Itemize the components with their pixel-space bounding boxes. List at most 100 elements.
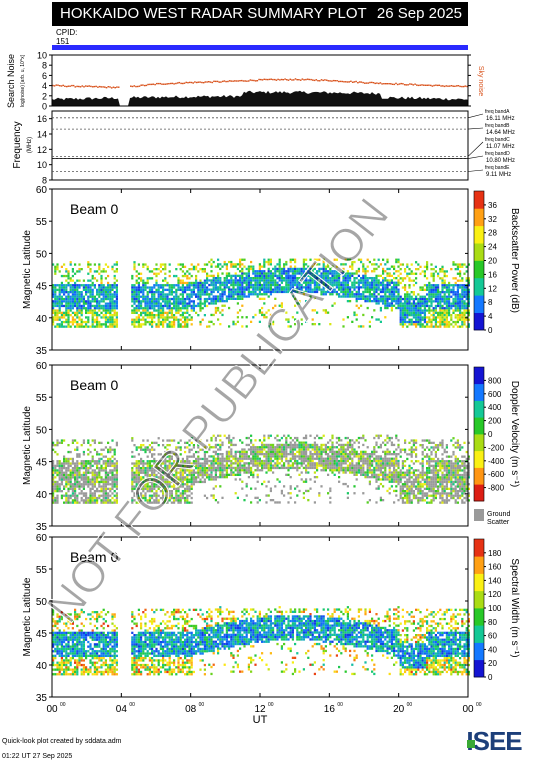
scatter-cell bbox=[54, 265, 57, 268]
scatter-cell bbox=[87, 284, 90, 287]
scatter-cell bbox=[197, 295, 200, 298]
scatter-cell bbox=[456, 286, 459, 289]
scatter-cell bbox=[228, 446, 231, 449]
scatter-cell bbox=[195, 478, 198, 481]
scatter-cell bbox=[115, 467, 118, 470]
scatter-cell bbox=[76, 320, 79, 324]
scatter-cell bbox=[313, 323, 316, 326]
scatter-cell bbox=[234, 469, 237, 472]
scatter-cell bbox=[313, 274, 316, 277]
scatter-cell bbox=[197, 304, 200, 308]
scatter-cell bbox=[401, 314, 404, 317]
scatter-cell bbox=[148, 469, 151, 472]
scatter-cell bbox=[148, 297, 151, 301]
scatter-cell bbox=[60, 291, 63, 294]
scatter-cell bbox=[280, 455, 283, 458]
scatter-cell bbox=[170, 320, 173, 324]
scatter-cell bbox=[96, 476, 99, 479]
scatter-cell bbox=[375, 288, 378, 291]
scatter-cell bbox=[109, 490, 112, 493]
cpid-value: 151 bbox=[56, 37, 70, 46]
scatter-cell bbox=[190, 437, 193, 440]
scatter-cell bbox=[212, 496, 215, 499]
scatter-cell bbox=[190, 478, 193, 481]
scatter-cell bbox=[69, 325, 72, 328]
scatter-cell bbox=[269, 450, 272, 453]
scatter-cell bbox=[151, 471, 154, 474]
scatter-cell bbox=[93, 320, 96, 324]
scatter-cell bbox=[269, 464, 272, 467]
scatter-cell bbox=[188, 501, 191, 504]
scatter-cell bbox=[67, 464, 70, 467]
scatter-cell bbox=[430, 274, 433, 278]
scatter-cell bbox=[415, 297, 418, 301]
scatter-cell bbox=[349, 288, 352, 291]
scatter-cell bbox=[144, 311, 147, 314]
scatter-cell bbox=[454, 291, 457, 294]
sky-noise-point bbox=[142, 84, 144, 86]
scatter-cell bbox=[96, 270, 99, 273]
scatter-cell bbox=[115, 297, 118, 301]
scatter-cell bbox=[87, 302, 90, 305]
scatter-cell bbox=[283, 263, 286, 266]
scatter-cell bbox=[371, 286, 374, 289]
scatter-cell bbox=[69, 261, 72, 264]
scatter-cell bbox=[410, 297, 413, 301]
scatter-cell bbox=[162, 496, 165, 500]
scatter-cell bbox=[65, 476, 68, 479]
scatter-cell bbox=[166, 295, 169, 298]
scatter-cell bbox=[254, 496, 257, 499]
scatter-cell bbox=[294, 318, 297, 321]
scatter-cell bbox=[342, 279, 345, 282]
sky-noise-point bbox=[202, 82, 205, 84]
scatter-cell bbox=[102, 487, 105, 490]
scatter-cell bbox=[463, 293, 466, 296]
scatter-cell bbox=[250, 277, 253, 280]
scatter-cell bbox=[93, 448, 96, 451]
scatter-cell bbox=[203, 446, 206, 449]
scatter-cell bbox=[98, 320, 101, 324]
scatter-cell bbox=[430, 318, 433, 321]
scatter-cell bbox=[377, 265, 380, 268]
scatter-cell bbox=[298, 473, 301, 476]
scatter-cell bbox=[404, 288, 407, 291]
scatter-cell bbox=[452, 286, 455, 289]
scatter-cell bbox=[232, 274, 235, 277]
scatter-cell bbox=[289, 277, 292, 280]
scatter-cell bbox=[175, 448, 178, 451]
scatter-cell bbox=[173, 483, 176, 486]
scatter-cell bbox=[155, 272, 158, 275]
scatter-cell bbox=[162, 323, 165, 326]
scatter-cell bbox=[217, 455, 220, 458]
scatter-cell bbox=[203, 453, 206, 456]
scatter-cell bbox=[236, 295, 239, 298]
scatter-cell bbox=[357, 270, 360, 273]
scatter-cell bbox=[71, 270, 74, 273]
scatter-cell bbox=[144, 499, 147, 502]
scatter-cell bbox=[153, 272, 156, 275]
scatter-cell bbox=[421, 309, 424, 312]
scatter-cell bbox=[98, 314, 101, 317]
scatter-cell bbox=[313, 277, 316, 280]
scatter-cell bbox=[115, 320, 118, 324]
scatter-cell bbox=[223, 281, 226, 284]
scatter-cell bbox=[267, 258, 270, 261]
scatter-cell bbox=[283, 288, 286, 291]
scatter-cell bbox=[133, 291, 136, 294]
scatter-cell bbox=[82, 494, 85, 497]
scatter-cell bbox=[456, 265, 459, 268]
sky-noise-point bbox=[218, 81, 220, 83]
scatter-cell bbox=[98, 263, 101, 266]
scatter-cell bbox=[162, 307, 165, 310]
scatter-cell bbox=[287, 473, 290, 476]
scatter-cell bbox=[214, 311, 217, 314]
scatter-cell bbox=[291, 316, 294, 319]
scatter-cell bbox=[190, 274, 193, 278]
scatter-cell bbox=[445, 318, 448, 321]
scatter-cell bbox=[241, 487, 244, 490]
scatter-cell bbox=[142, 444, 145, 447]
scatter-cell bbox=[148, 277, 151, 280]
scatter-cell bbox=[151, 490, 154, 493]
scatter-cell bbox=[98, 460, 101, 463]
scatter-cell bbox=[168, 304, 171, 308]
